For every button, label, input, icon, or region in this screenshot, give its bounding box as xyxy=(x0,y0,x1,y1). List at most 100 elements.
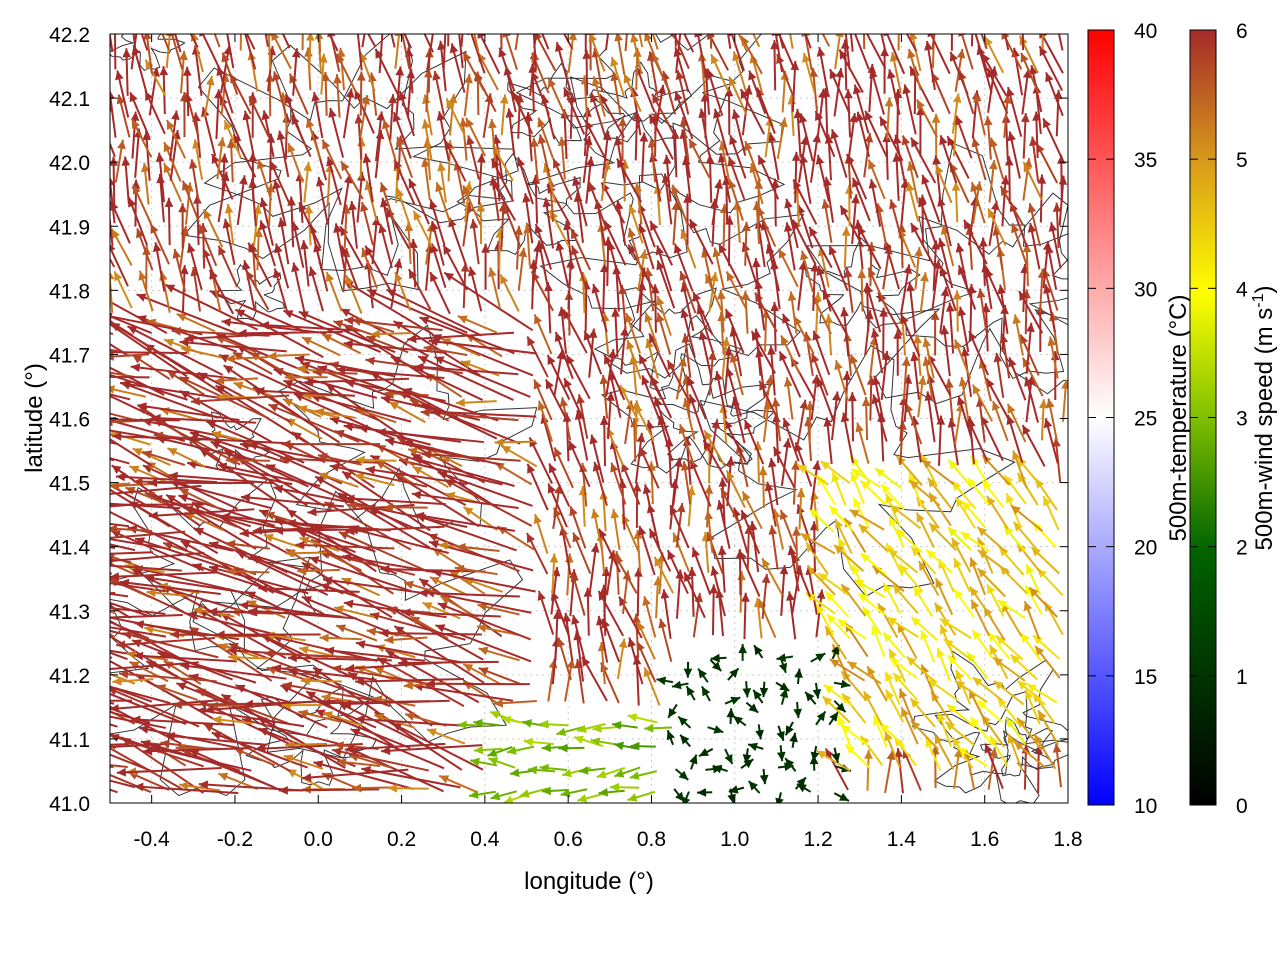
wind-arrow xyxy=(957,395,974,442)
wind-arrow-shaft xyxy=(248,609,357,620)
wind-arrow-head xyxy=(463,664,474,673)
wind-arrow-shaft xyxy=(187,437,291,445)
wind-arrow-head xyxy=(329,463,340,472)
wind-arrow-head xyxy=(281,439,291,449)
wind-arrow xyxy=(614,766,641,778)
wind-arrow-shaft xyxy=(329,464,428,488)
wind-arrow-head xyxy=(709,584,718,594)
wind-arrow-head xyxy=(110,530,121,539)
wind-arrow-head xyxy=(818,573,829,582)
wind-arrow xyxy=(110,373,188,401)
wind-arrow xyxy=(344,742,446,754)
wind-arrow xyxy=(388,783,429,793)
wind-arrow-head xyxy=(1026,564,1035,575)
wind-arrow xyxy=(176,682,276,724)
wind-arrow-shaft xyxy=(338,531,430,573)
wind-arrow-head xyxy=(583,330,592,341)
wind-arrow xyxy=(526,335,549,378)
wind-arrow-head xyxy=(997,697,1007,708)
wind-arrow-head xyxy=(549,463,557,474)
wind-arrow xyxy=(128,660,169,683)
wind-arrow-head xyxy=(848,392,857,402)
wind-arrow-head xyxy=(577,794,588,803)
wind-arrow-head xyxy=(730,696,741,705)
wind-arrow xyxy=(590,737,620,746)
wind-arrow-head xyxy=(547,355,556,365)
wind-arrow xyxy=(168,471,273,485)
wind-arrow xyxy=(644,723,673,733)
wind-arrow-shaft xyxy=(304,377,410,384)
wind-arrow-shaft xyxy=(110,692,187,726)
wind-arrow-head xyxy=(93,227,101,237)
wind-arrow-head xyxy=(889,648,897,659)
wind-arrow xyxy=(110,651,128,661)
wind-arrow xyxy=(817,572,849,596)
wind-arrow-head xyxy=(564,378,572,389)
wind-arrow-head xyxy=(855,422,864,433)
wind-arrow xyxy=(861,396,871,441)
wind-arrow xyxy=(1061,379,1068,422)
wind-arrow-head xyxy=(755,729,764,740)
wind-arrow-head xyxy=(791,460,800,470)
wind-arrow-head xyxy=(317,452,328,462)
wind-arrow-shaft xyxy=(110,591,116,595)
wind-arrow-head xyxy=(684,572,692,583)
wind-arrow xyxy=(110,715,167,729)
wind-arrow-head xyxy=(14,658,23,667)
terrain-contour xyxy=(654,377,776,468)
wind-arrow-shaft xyxy=(324,648,426,662)
wind-arrow-shaft xyxy=(310,394,412,423)
wind-arrow xyxy=(354,677,464,686)
wind-arrow xyxy=(996,697,1021,727)
wind-arrow-head xyxy=(392,723,403,732)
wind-arrow-head xyxy=(5,767,14,776)
wind-arrow xyxy=(704,484,714,528)
wind-arrow-head xyxy=(98,490,107,499)
wind-arrow-head xyxy=(599,528,607,539)
wind-arrow xyxy=(666,549,689,595)
wind-arrow xyxy=(789,732,798,748)
wind-arrow-shaft xyxy=(179,389,273,443)
wind-arrow-head xyxy=(838,537,847,548)
wind-arrow xyxy=(833,700,847,713)
wind-arrow xyxy=(892,672,919,701)
wind-arrow xyxy=(493,698,537,708)
wind-arrow xyxy=(758,466,768,509)
wind-arrow-shaft xyxy=(110,484,150,508)
wind-arrow-head xyxy=(797,783,807,793)
wind-arrow-shaft xyxy=(334,430,429,466)
wind-arrow-head xyxy=(552,609,562,619)
wind-arrow-head xyxy=(439,775,450,784)
wind-arrow-head xyxy=(110,312,113,321)
wind-arrow-head xyxy=(399,457,409,467)
wind-arrow-head xyxy=(844,517,853,528)
wind-arrow xyxy=(632,613,641,659)
wind-arrow-head xyxy=(1052,437,1061,447)
wind-arrow-head xyxy=(1017,472,1027,483)
wind-arrow-shaft xyxy=(110,373,188,401)
wind-arrow xyxy=(993,680,1025,706)
wind-arrow-head xyxy=(779,565,789,575)
wind-arrow xyxy=(196,706,305,728)
wind-arrow-head xyxy=(686,686,695,697)
wind-arrow xyxy=(569,505,587,549)
wind-arrow-head xyxy=(744,419,753,430)
wind-arrow-head xyxy=(674,457,683,468)
wind-arrow xyxy=(281,439,381,449)
wind-arrow-head xyxy=(204,705,214,714)
wind-arrow-head xyxy=(221,694,232,703)
wind-arrow xyxy=(936,415,946,466)
wind-arrow xyxy=(971,629,994,659)
wind-arrow xyxy=(961,500,986,529)
wind-arrow xyxy=(322,576,429,595)
wind-arrow xyxy=(971,384,994,422)
wind-arrow xyxy=(811,352,829,396)
wind-arrow-head xyxy=(418,356,429,364)
wind-arrow xyxy=(846,660,882,685)
wind-arrow-shaft xyxy=(130,365,237,380)
wind-arrow xyxy=(759,768,769,785)
wind-arrow-head xyxy=(365,465,376,475)
terrain-contour xyxy=(110,34,186,72)
wind-arrow-head xyxy=(945,378,954,389)
wind-arrow xyxy=(110,457,130,465)
